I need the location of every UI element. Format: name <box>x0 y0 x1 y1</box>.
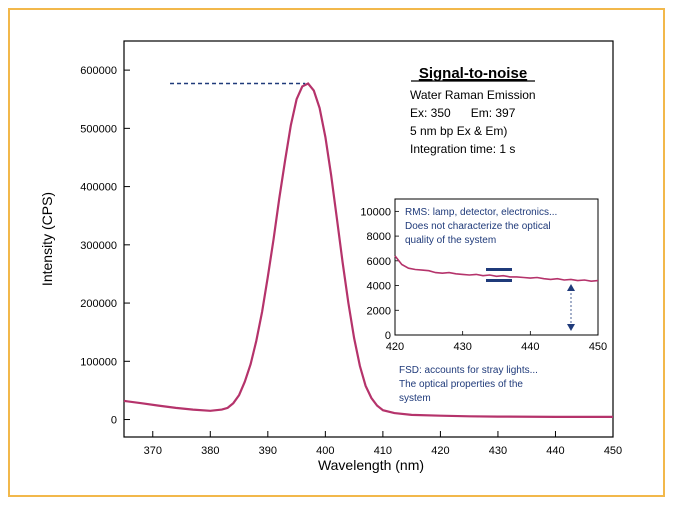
x-tick-label: 400 <box>316 445 334 457</box>
inset-y-tick-label: 10000 <box>360 206 391 218</box>
fsd-text-1: FSD: accounts for stray lights... <box>399 365 538 376</box>
annotation-line-2: Ex: 350 Em: 397 <box>410 106 516 120</box>
annotation-line-4: Integration time: 1 s <box>410 142 515 156</box>
inset-y-axis: 0 2000 4000 6000 8000 10000 <box>360 206 399 342</box>
x-tick-label: 410 <box>374 445 392 457</box>
y-tick-label: 300000 <box>80 240 117 252</box>
annotation-line-3: 5 nm bp Ex & Em) <box>410 124 507 138</box>
inset-x-axis: 420 430 440 450 <box>386 331 607 353</box>
y-tick-label: 400000 <box>80 182 117 194</box>
y-tick-label: 100000 <box>80 356 117 368</box>
rms-marker-top <box>486 268 512 271</box>
inset-series-line <box>394 255 599 283</box>
fsd-text-3: system <box>399 393 431 404</box>
y-tick-label: 200000 <box>80 298 117 310</box>
rms-text-1: RMS: lamp, detector, electronics... <box>405 207 557 218</box>
y-tick-label: 600000 <box>80 65 117 77</box>
x-tick-label: 380 <box>201 445 219 457</box>
rms-text-3: quality of the system <box>405 235 496 246</box>
x-axis-label: Wavelength (nm) <box>318 457 424 473</box>
inset-x-tick-label: 450 <box>589 341 607 353</box>
inset-y-tick-label: 8000 <box>367 231 391 243</box>
inset-x-tick-label: 430 <box>453 341 471 353</box>
y-tick-label: 500000 <box>80 123 117 135</box>
inset-x-tick-label: 440 <box>521 341 539 353</box>
fsd-arrow-down <box>567 324 575 331</box>
rms-text-2: Does not characterize the optical <box>405 221 551 232</box>
inset-y-tick-label: 0 <box>385 330 391 342</box>
x-tick-label: 440 <box>546 445 564 457</box>
x-tick-label: 450 <box>604 445 622 457</box>
series-line <box>123 82 613 418</box>
x-axis: 370 380 390 400 410 420 430 440 450 <box>144 431 622 457</box>
x-tick-label: 370 <box>144 445 162 457</box>
fsd-arrow-up <box>567 284 575 291</box>
x-tick-label: 420 <box>431 445 449 457</box>
y-axis-label: Intensity (CPS) <box>39 192 55 286</box>
y-axis: 0 100000 200000 300000 400000 500000 600000 <box>80 65 130 427</box>
annotation-title: Signal-to-noise <box>419 65 527 82</box>
x-tick-label: 430 <box>489 445 507 457</box>
plot-area <box>123 40 614 438</box>
inset-y-tick-label: 6000 <box>367 256 391 268</box>
rms-marker-bottom <box>486 279 512 282</box>
inset-plot-area <box>394 198 599 336</box>
y-tick-label: 0 <box>111 415 117 427</box>
inset-y-tick-label: 4000 <box>367 281 391 293</box>
x-tick-label: 390 <box>259 445 277 457</box>
fsd-text-2: The optical properties of the <box>399 379 523 390</box>
annotation-line-1: Water Raman Emission <box>410 88 536 102</box>
inset-y-tick-label: 2000 <box>367 305 391 317</box>
inset-x-tick-label: 420 <box>386 341 404 353</box>
